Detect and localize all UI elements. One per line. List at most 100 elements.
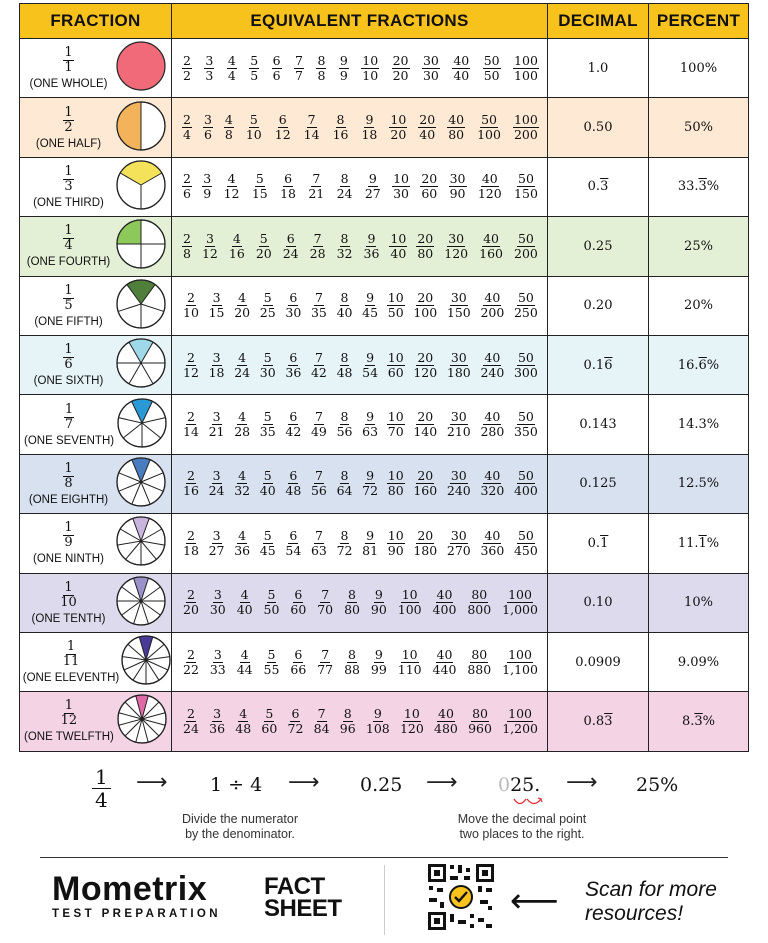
equivalent-fraction: 50 250 bbox=[513, 290, 538, 321]
equivalent-fraction: 9 54 bbox=[362, 349, 379, 380]
equivalent-fraction: 9 63 bbox=[362, 409, 379, 440]
fact-label: FACT bbox=[264, 873, 325, 900]
header-percent: PERCENT bbox=[648, 3, 749, 39]
equivalent-fractions-cell: 2 14 3 21 4 28 5 35 6 42 7 49 8 56 9 63 10 70 20 140 30 210 40… bbox=[171, 394, 548, 455]
equivalent-fraction: 100 1,200 bbox=[502, 705, 538, 736]
equivalent-fraction: 6 42 bbox=[285, 409, 302, 440]
equivalent-fraction: 2 24 bbox=[183, 705, 199, 736]
example-moved-decimal: 025. bbox=[498, 774, 540, 796]
equivalent-fraction: 3 24 bbox=[208, 468, 225, 499]
equivalent-fraction: 5 45 bbox=[259, 527, 276, 558]
conversion-example: 1 4 ⟶ 1 ÷ 4 ⟶ 0.25 ⟶ 025. ⟶ 25% Divide t… bbox=[0, 760, 768, 850]
scan-resources-text: Scan for more resources! bbox=[585, 878, 717, 925]
equivalent-fraction: 20 160 bbox=[413, 468, 438, 499]
equivalent-fraction: 5 50 bbox=[263, 587, 280, 618]
equivalent-fraction: 30 30 bbox=[421, 52, 440, 83]
fraction-pie-icon bbox=[114, 397, 168, 453]
equivalent-fraction: 9 36 bbox=[363, 230, 380, 261]
equivalent-fraction: 6 30 bbox=[285, 290, 302, 321]
equivalent-fraction: 50 100 bbox=[477, 112, 501, 143]
arrow-right-icon: ⟶ bbox=[136, 770, 168, 795]
header-decimal: DECIMAL bbox=[547, 3, 649, 39]
equivalent-fraction: 5 55 bbox=[263, 646, 280, 677]
equivalent-fraction: 8 88 bbox=[344, 646, 360, 677]
equivalent-fraction: 20 180 bbox=[413, 527, 438, 558]
equivalent-fraction: 50 350 bbox=[513, 409, 538, 440]
example-moved-digits: 25. bbox=[510, 774, 541, 796]
fraction-pie-icon bbox=[113, 575, 167, 631]
note-divide: Divide the numerator by the denominator. bbox=[181, 812, 299, 841]
equivalent-fraction: 6 48 bbox=[285, 468, 302, 499]
equivalent-fraction: 100 1,000 bbox=[502, 587, 538, 618]
fraction-name: (ONE ELEVENTH) bbox=[22, 672, 120, 685]
equivalent-fraction: 100 100 bbox=[513, 52, 539, 83]
decimal-cell: 0.25 bbox=[547, 216, 649, 277]
equivalent-fraction: 8 72 bbox=[336, 527, 353, 558]
equivalent-fraction: 50 450 bbox=[513, 527, 538, 558]
equivalent-fraction: 4 48 bbox=[235, 705, 252, 736]
equivalent-fraction: 80 880 bbox=[467, 646, 492, 677]
equivalent-fraction: 3 18 bbox=[208, 349, 225, 380]
equivalent-fraction: 40 40 bbox=[452, 52, 471, 83]
fraction-name: (ONE EIGHTH) bbox=[28, 493, 109, 506]
fraction-pie-icon bbox=[113, 515, 167, 571]
equivalent-fraction: 30 270 bbox=[446, 527, 471, 558]
fraction-pie-icon bbox=[114, 693, 168, 749]
equivalent-fraction: 8 56 bbox=[336, 409, 353, 440]
fraction-pie-icon bbox=[113, 159, 167, 215]
example-numerator: 1 bbox=[92, 766, 111, 789]
equivalent-fraction: 30 240 bbox=[446, 468, 471, 499]
equivalent-fraction: 4 40 bbox=[236, 587, 253, 618]
equivalent-fraction: 2 12 bbox=[183, 349, 199, 380]
fraction-pie-icon bbox=[113, 40, 167, 96]
equivalent-fraction: 7 63 bbox=[310, 527, 327, 558]
equivalent-fraction: 2 16 bbox=[183, 468, 199, 499]
fraction-cell: 1 10 (ONE TENTH) bbox=[19, 572, 172, 633]
decimal-cell: 0.3 bbox=[547, 156, 649, 218]
equivalent-fraction: 9 108 bbox=[365, 705, 390, 736]
qr-code-icon[interactable] bbox=[426, 862, 496, 932]
equivalent-fraction: 40 80 bbox=[447, 112, 466, 143]
equivalent-fraction: 4 28 bbox=[234, 409, 251, 440]
header-fraction: FRACTION bbox=[19, 3, 172, 39]
equivalent-fraction: 10 60 bbox=[386, 349, 405, 380]
equivalent-fraction: 7 42 bbox=[310, 349, 327, 380]
equivalent-fractions-cell: 2 12 3 18 4 24 5 30 6 36 7 42 8 48 9 54 10 60 20 120 30 180 40… bbox=[171, 334, 548, 396]
equivalent-fraction: 3 36 bbox=[209, 705, 226, 736]
arrow-left-icon: ⟵ bbox=[510, 881, 559, 921]
equivalent-fraction: 6 66 bbox=[290, 646, 307, 677]
equivalent-fractions-cell: 2 18 3 27 4 36 5 45 6 54 7 63 8 72 9 81 10 90 20 180 30 270 40… bbox=[171, 513, 548, 574]
equivalent-fraction: 4 12 bbox=[223, 171, 240, 202]
equivalent-fractions-cell: 2 10 3 15 4 20 5 25 6 30 7 35 8 40 9 45 10 50 20 100 30 150 40… bbox=[171, 275, 548, 336]
equivalent-fraction: 6 54 bbox=[285, 527, 302, 558]
fraction-name: (ONE HALF) bbox=[35, 137, 102, 150]
equivalent-fraction: 40 160 bbox=[479, 230, 503, 261]
equivalent-fraction: 4 36 bbox=[234, 527, 251, 558]
table-header: FRACTION EQUIVALENT FRACTIONS DECIMAL PE… bbox=[19, 3, 749, 39]
fraction-name: (ONE NINTH) bbox=[33, 553, 104, 566]
fraction-pie-icon bbox=[113, 278, 167, 334]
example-fraction: 1 4 bbox=[92, 766, 111, 811]
equivalent-fraction: 20 120 bbox=[413, 349, 438, 380]
equivalent-fraction: 40 320 bbox=[480, 468, 505, 499]
equivalent-fraction: 2 18 bbox=[183, 527, 199, 558]
fraction-pie-icon bbox=[113, 218, 167, 274]
equivalent-fraction: 40 120 bbox=[477, 171, 502, 202]
equivalent-fraction: 10 120 bbox=[399, 705, 424, 736]
equivalent-fraction: 50 150 bbox=[514, 171, 538, 202]
equivalent-fraction: 10 80 bbox=[386, 468, 405, 499]
equivalent-fraction: 5 40 bbox=[259, 468, 276, 499]
equivalent-fraction: 10 90 bbox=[386, 527, 405, 558]
